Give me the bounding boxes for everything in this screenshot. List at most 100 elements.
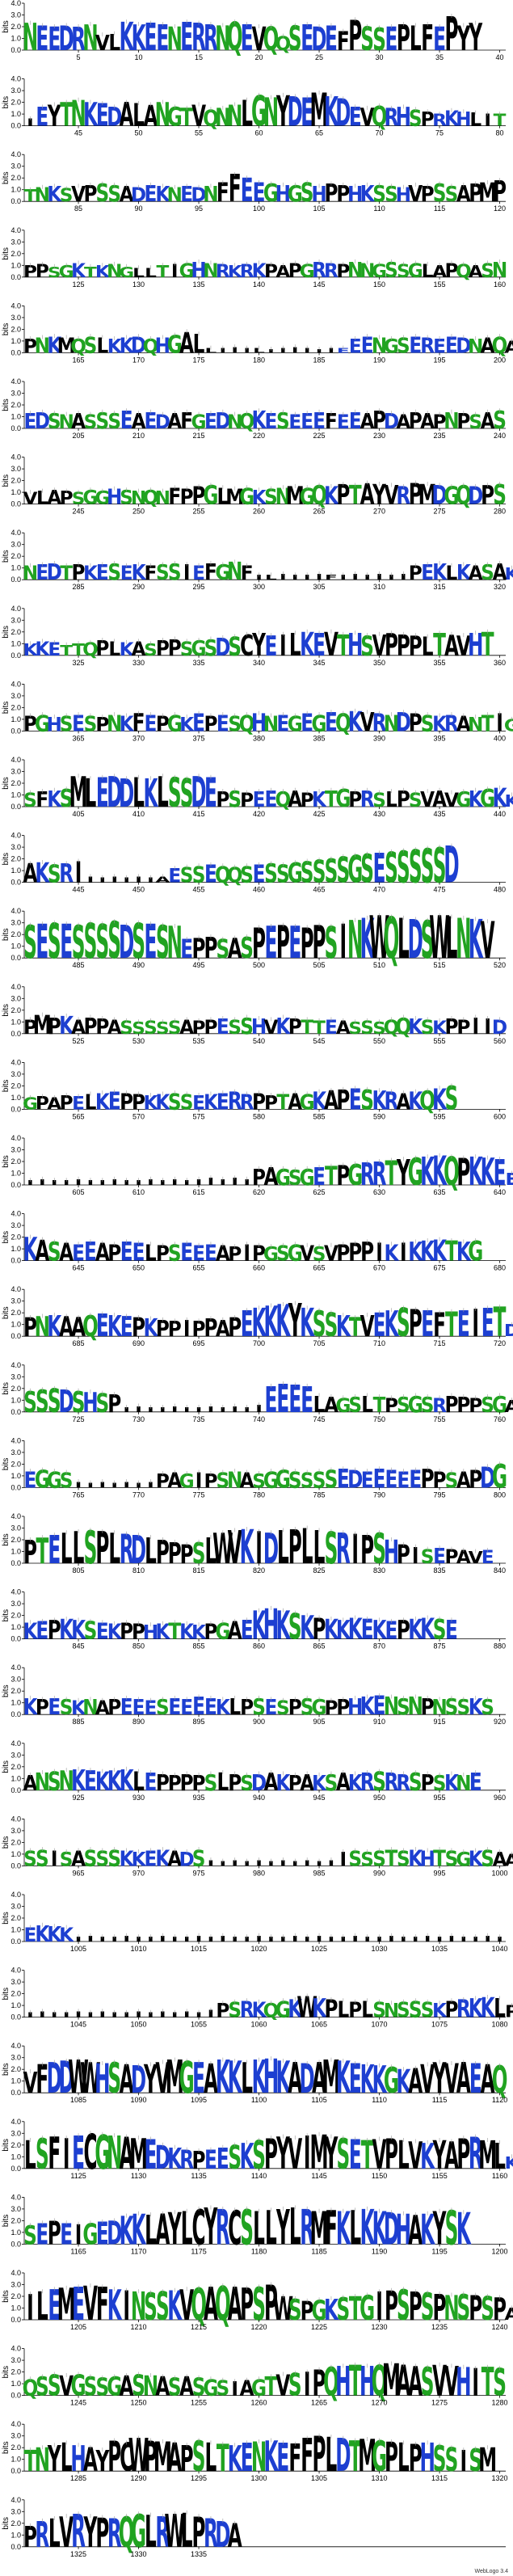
residue-glyph: S (421, 2359, 435, 2405)
residue-glyph: A (408, 2359, 423, 2406)
y-axis-label: bits (2, 626, 11, 639)
residue-glyph: R (444, 710, 459, 737)
residue-glyph: P (204, 711, 217, 736)
residue-glyph: C (228, 2202, 242, 2256)
residue-glyph: N (58, 411, 74, 433)
residue-glyph: A (71, 1846, 86, 1871)
residue-glyph: L (132, 1766, 145, 1797)
residue-glyph: I (135, 1936, 142, 1943)
residue-glyph: L (422, 631, 434, 662)
residue-glyph: K (252, 1301, 267, 1346)
residue-glyph: K (420, 1149, 435, 1194)
y-tick-label: 0.0 (11, 1937, 21, 1946)
residue-glyph: L (145, 1531, 157, 1572)
residue-glyph: L (301, 1519, 313, 1575)
residue-glyph: A (456, 2055, 471, 2103)
residue-glyph: K (120, 711, 135, 736)
residue-glyph: A (481, 408, 495, 435)
residue-glyph: N (468, 713, 483, 736)
residue-glyph: K (432, 1149, 448, 1195)
x-tick-label: 835 (434, 1566, 446, 1575)
residue-glyph: T (373, 1393, 386, 1418)
residue-glyph: P (421, 1770, 435, 1797)
residue-glyph: R (71, 2506, 86, 2558)
residue-glyph: V (23, 490, 37, 508)
residue-glyph: E (120, 1694, 133, 1721)
x-tick-label: 770 (132, 1490, 145, 1499)
residue-glyph: A (396, 1089, 410, 1115)
residue-glyph: N (227, 99, 242, 133)
residue-glyph: K (300, 626, 315, 663)
x-tick-label: 1285 (70, 2474, 86, 2482)
residue-glyph: P (168, 1771, 182, 1796)
residue-glyph: E (421, 560, 434, 585)
residue-glyph: I (183, 1179, 191, 1187)
residue-glyph: S (168, 770, 182, 817)
residue-glyph: E (145, 408, 158, 435)
residue-glyph: I (111, 2012, 118, 2019)
y-tick-label: 3.0 (11, 2054, 21, 2062)
residue-glyph: H (456, 2359, 471, 2405)
residue-glyph: R (324, 259, 338, 281)
residue-glyph: P (313, 2363, 326, 2405)
residue-glyph: Q (456, 261, 472, 281)
residue-glyph: E (373, 1690, 386, 1721)
residue-glyph: I (267, 1860, 275, 1867)
residue-glyph: Q (203, 106, 219, 133)
x-tick-label: 295 (193, 583, 205, 591)
residue-glyph: A (456, 1548, 471, 1568)
residue-glyph: E (361, 1467, 374, 1494)
residue-glyph: S (168, 2374, 182, 2402)
y-axis-label: bits (2, 1760, 11, 1773)
residue-glyph: A (35, 1234, 49, 1268)
residue-glyph: N (203, 182, 218, 207)
residue-glyph: A (481, 333, 495, 358)
y-tick-label: 3.0 (11, 1448, 21, 1457)
residue-glyph: G (456, 1848, 471, 1870)
residue-glyph: F (229, 167, 242, 210)
residue-glyph: E (301, 409, 313, 434)
residue-glyph: P (421, 1464, 435, 1495)
x-tick-label: 415 (193, 810, 205, 818)
residue-glyph: E (192, 2055, 205, 2103)
x-tick-label: 580 (253, 1112, 265, 1120)
y-tick-label: 4.0 (11, 832, 21, 840)
x-tick-label: 465 (313, 886, 326, 894)
residue-glyph: L (145, 2207, 157, 2254)
y-tick-label: 2.0 (11, 628, 21, 636)
x-tick-label: 1210 (131, 2323, 147, 2331)
x-tick-label: 935 (193, 1794, 205, 1802)
residue-glyph: E (313, 628, 326, 663)
y-tick-label: 1.0 (11, 1472, 21, 1480)
residue-glyph: G (95, 2126, 110, 2180)
residue-glyph: Q (82, 639, 99, 660)
x-tick-label: 1140 (251, 2172, 267, 2180)
residue-glyph: P (180, 1770, 194, 1797)
y-tick-label: 0.0 (11, 1710, 21, 1718)
residue-glyph: I (171, 261, 179, 281)
x-tick-label: 875 (434, 1642, 446, 1651)
residue-glyph: P (469, 1393, 482, 1416)
residue-glyph: S (228, 1015, 242, 1038)
residue-glyph: P (493, 2292, 507, 2327)
x-tick-label: 865 (313, 1642, 326, 1651)
residue-glyph: N (70, 94, 86, 135)
residue-glyph: S (84, 711, 98, 736)
residue-glyph: A (360, 478, 375, 512)
residue-glyph: L (397, 907, 410, 971)
residue-glyph: S (84, 1617, 98, 1646)
residue-glyph: S (481, 259, 494, 281)
residue-glyph: H (251, 710, 267, 738)
residue-glyph: E (84, 1237, 97, 1267)
x-tick-label: 825 (313, 1566, 326, 1575)
x-tick-label: 790 (373, 1490, 385, 1499)
residue-glyph: H (275, 181, 291, 208)
y-tick-label: 4.0 (11, 2193, 21, 2201)
residue-glyph: S (23, 789, 37, 812)
residue-glyph: A (275, 263, 290, 281)
residue-glyph: Q (419, 1086, 435, 1116)
y-tick-label: 1.0 (11, 791, 21, 799)
